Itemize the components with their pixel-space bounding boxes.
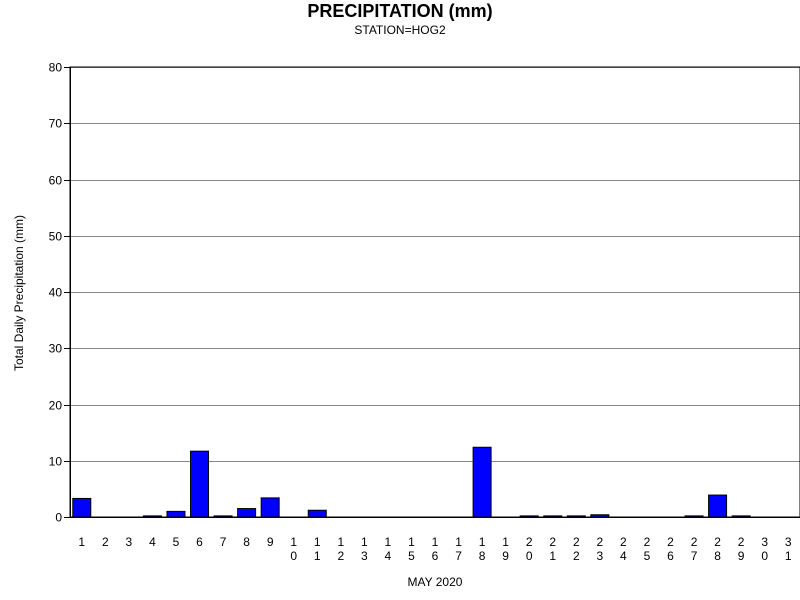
y-tick-label: 70: [49, 117, 63, 131]
bar-series: [72, 446, 751, 518]
x-tick-label: 5: [173, 535, 180, 549]
grid-lines: [70, 67, 800, 462]
x-tick-label: 7: [220, 535, 227, 549]
y-ticks: 0 10 20 30 40 50 60 70 80: [49, 61, 70, 525]
x-tick-label: 8: [243, 535, 250, 549]
y-tick-label: 40: [49, 286, 63, 300]
x-tick-label: 3: [126, 535, 133, 549]
bar: [190, 450, 210, 518]
x-tick-label: 9: [267, 535, 274, 549]
x-tick-label: 6: [196, 535, 203, 549]
y-tick-label: 0: [55, 511, 62, 525]
bar: [72, 497, 92, 518]
x-axis-label: MAY 2020: [407, 575, 463, 589]
y-tick-label: 10: [49, 455, 63, 469]
x-tick-label: 2: [102, 535, 109, 549]
x-tick-label: 1: [78, 535, 85, 549]
x-ticks: 1 2 3 4 5 6 7 8 9 1 01 11 21 31 41 51 61 71 81 92 02 12 22 32 42…: [78, 535, 791, 563]
chart-title: PRECIPITATION (mm): [307, 1, 493, 21]
chart-subtitle: STATION=HOG2: [354, 23, 446, 37]
y-tick-label: 30: [49, 342, 63, 356]
x-tick-label: 4: [149, 535, 156, 549]
bar: [260, 497, 280, 518]
bar: [472, 446, 492, 518]
bar: [307, 509, 327, 518]
bar: [166, 510, 186, 518]
y-tick-label: 80: [49, 61, 63, 75]
y-tick-label: 60: [49, 174, 63, 188]
bar: [237, 508, 257, 518]
y-tick-label: 20: [49, 399, 63, 413]
bar: [708, 494, 728, 518]
y-tick-label: 50: [49, 230, 63, 244]
